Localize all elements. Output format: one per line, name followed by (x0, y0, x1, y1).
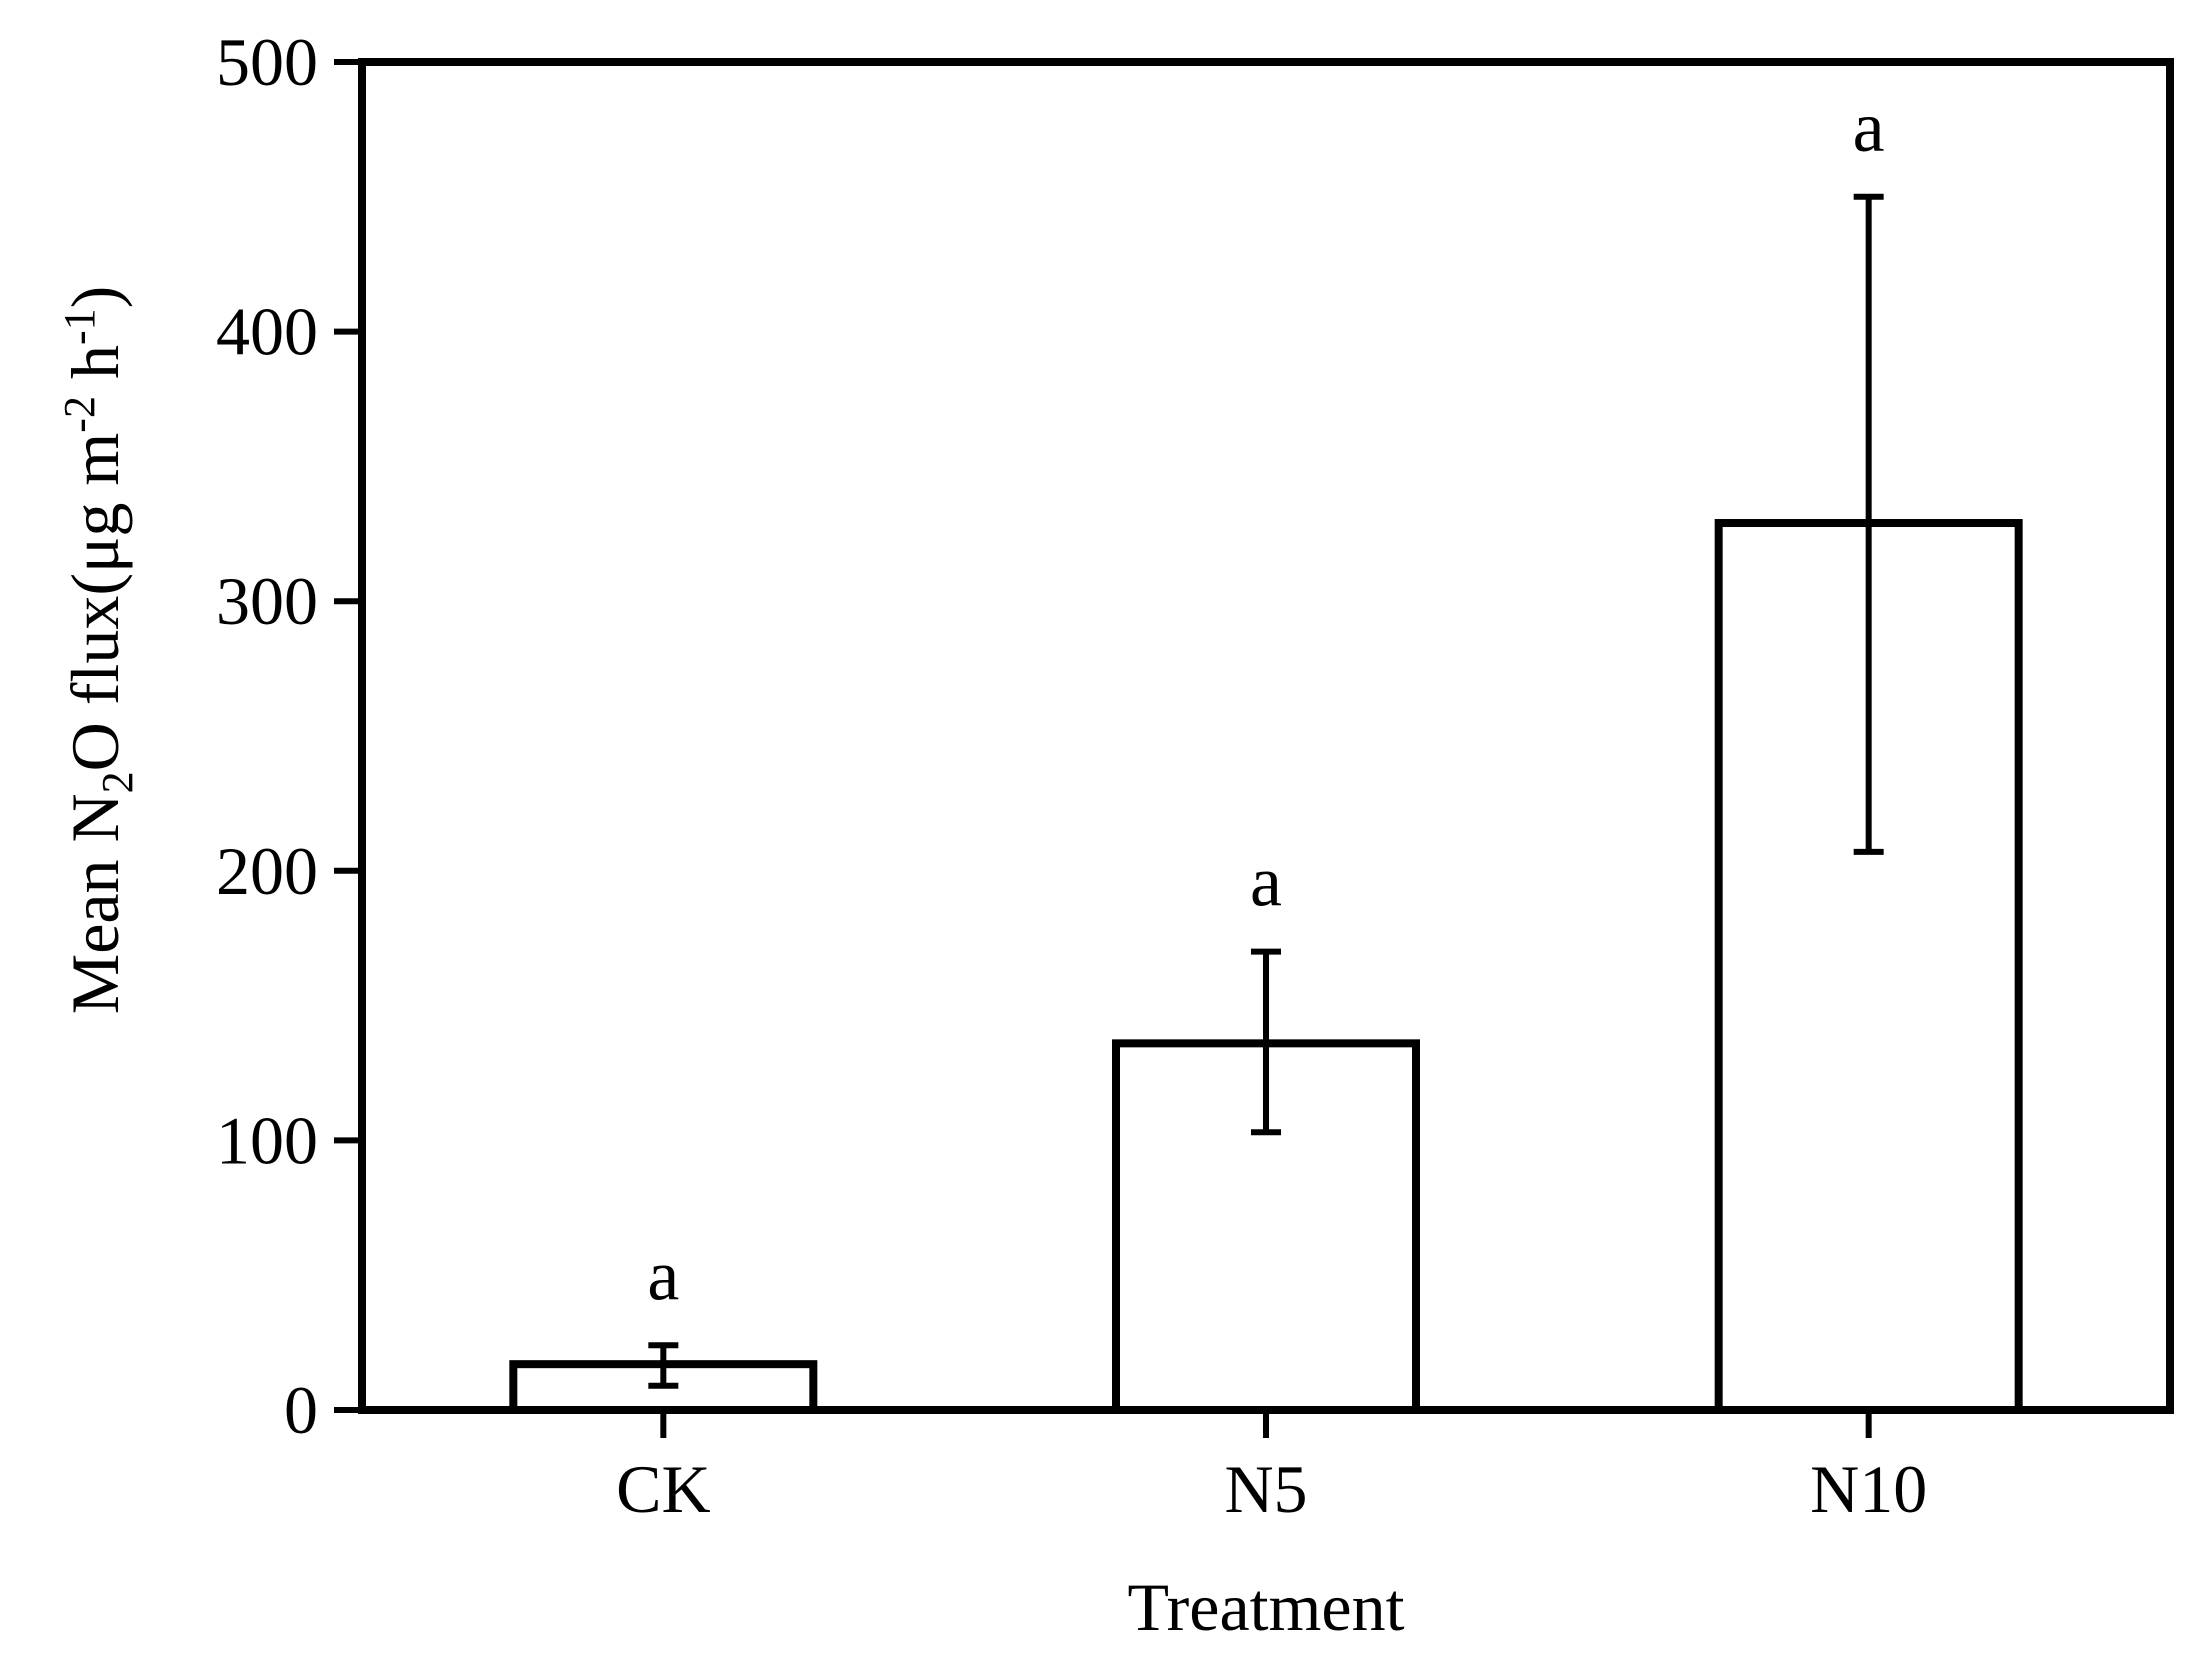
sig-label-N5: a (1250, 842, 1282, 922)
y-tick-label-500: 500 (216, 24, 318, 100)
y-tick-label-100: 100 (216, 1102, 318, 1178)
y-tick-label-200: 200 (216, 833, 318, 909)
x-axis-title: Treatment (1127, 1569, 1404, 1645)
x-tick-label-N5: N5 (1224, 1451, 1307, 1527)
error-bar-N10 (1853, 193, 1884, 855)
sig-label-CK: a (647, 1235, 679, 1315)
y-tick-label-300: 300 (216, 563, 318, 639)
y-tick-label-0: 0 (284, 1372, 318, 1448)
y-axis-title: Mean N2O flux(μg m-2 h-1) (55, 286, 142, 1015)
y-tick-label-400: 400 (216, 294, 318, 370)
error-bar-N5 (1251, 948, 1281, 1136)
sig-label-N10: a (1853, 87, 1885, 167)
x-tick-label-CK: CK (616, 1451, 710, 1527)
error-bar-CK (648, 1342, 679, 1389)
x-tick-label-N10: N10 (1810, 1451, 1927, 1527)
